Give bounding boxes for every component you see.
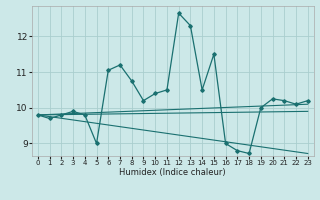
- X-axis label: Humidex (Indice chaleur): Humidex (Indice chaleur): [119, 168, 226, 177]
